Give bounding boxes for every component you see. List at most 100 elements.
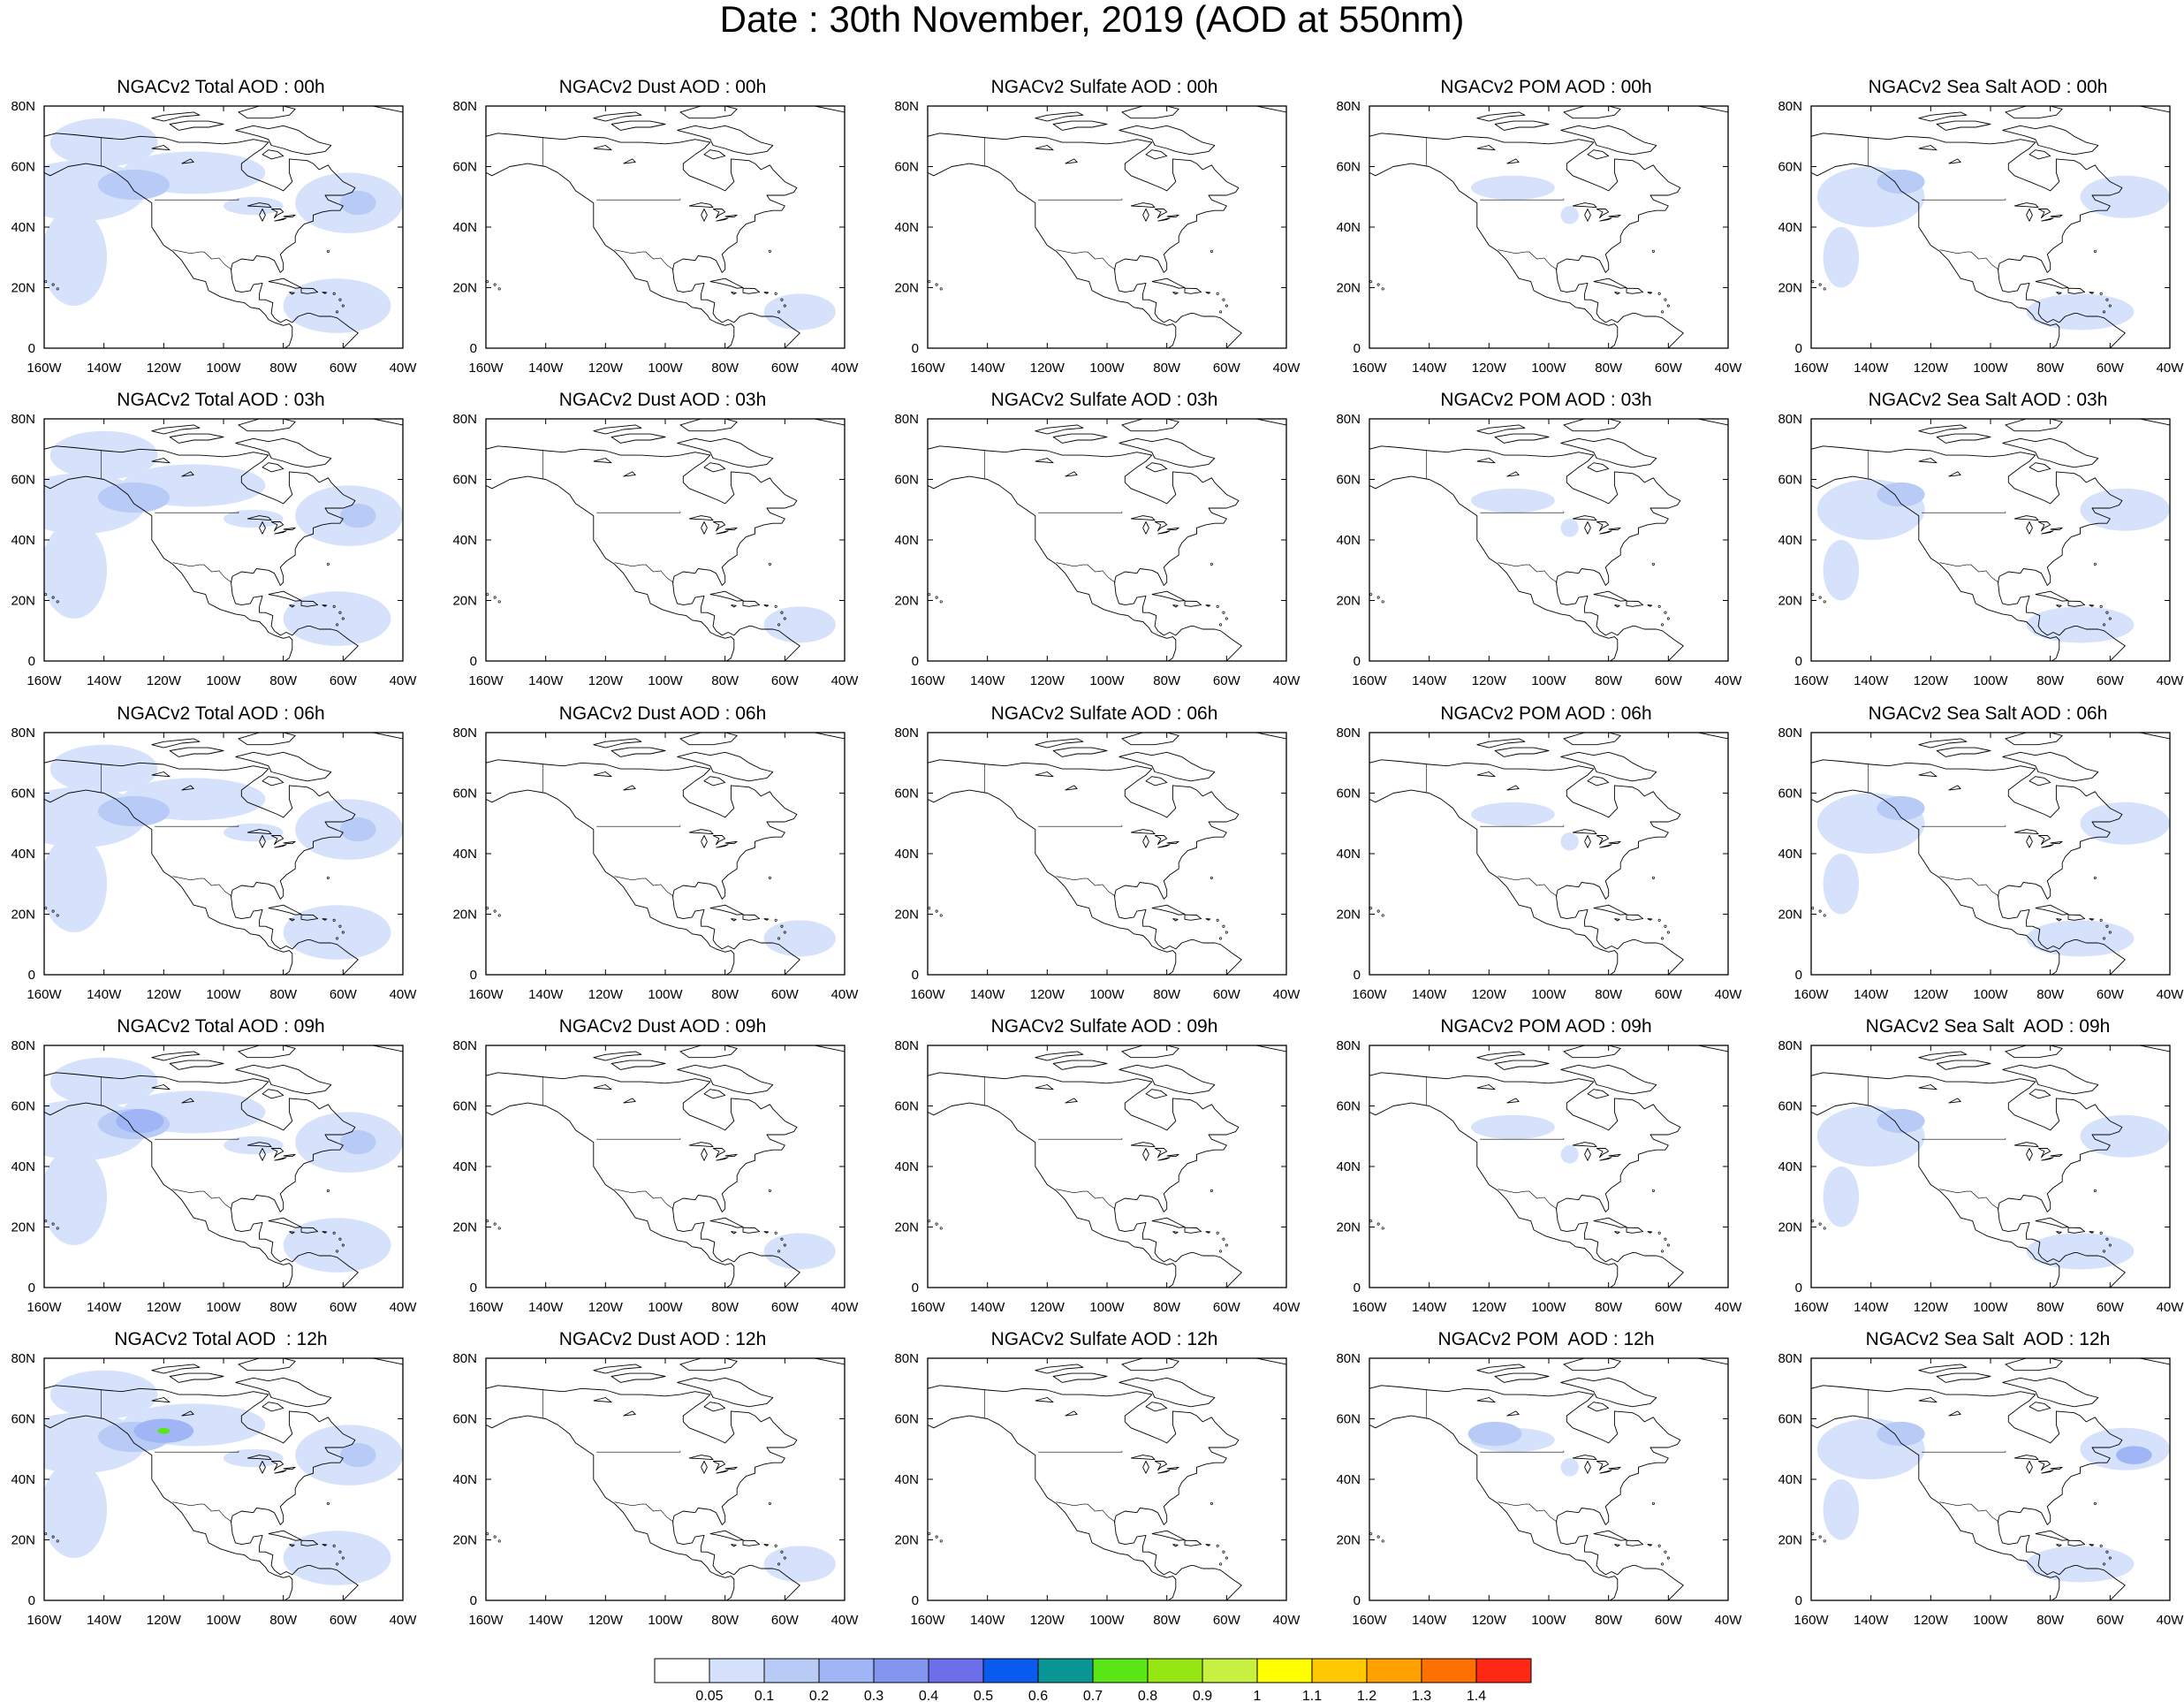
coastline bbox=[289, 604, 295, 608]
map-plot: 160W 140W 120W 100W 80W 60W 40W 0 20N 40N 60N 80N bbox=[452, 99, 859, 376]
island bbox=[1661, 623, 1665, 627]
coastline bbox=[2035, 277, 2069, 289]
aod-plume bbox=[763, 1546, 836, 1583]
island bbox=[341, 1556, 345, 1560]
coastline bbox=[623, 785, 636, 791]
coastline bbox=[1184, 1539, 1202, 1546]
lat-tick-label: 0 bbox=[28, 1280, 35, 1295]
coastline bbox=[1584, 835, 1591, 848]
island bbox=[341, 304, 345, 308]
island bbox=[336, 937, 339, 940]
coastline bbox=[235, 125, 332, 156]
coastline bbox=[1563, 106, 1621, 119]
aod-plume bbox=[2026, 920, 2135, 957]
lat-tick-label: 60N bbox=[11, 160, 35, 175]
aod-plume bbox=[1560, 1458, 1579, 1477]
coastline bbox=[724, 214, 738, 218]
coastline bbox=[593, 1084, 612, 1090]
coastline bbox=[2089, 604, 2095, 607]
map-panel-sulfate-09h: NGACv2 Sulfate AOD : 09h 160W 140W 120W 100W… bbox=[883, 1017, 1325, 1346]
panel-title: NGACv2 POM AOD : 09h bbox=[1440, 1016, 1652, 1037]
coastline bbox=[1572, 1455, 1597, 1461]
island bbox=[935, 909, 938, 913]
lon-tick-label: 40W bbox=[390, 1300, 418, 1315]
coastline bbox=[1154, 521, 1168, 532]
coastline bbox=[703, 1402, 726, 1412]
lon-tick-label: 140W bbox=[970, 673, 1005, 688]
country-border bbox=[1922, 198, 2006, 201]
lon-tick-label: 40W bbox=[1715, 987, 1743, 1002]
coastline bbox=[268, 904, 302, 916]
lon-tick-label: 40W bbox=[390, 1613, 418, 1628]
coastline bbox=[169, 1060, 224, 1070]
coastline bbox=[1145, 1402, 1168, 1412]
coastline bbox=[1035, 458, 1054, 464]
coastline bbox=[44, 1415, 293, 1600]
lon-tick-label: 100W bbox=[206, 361, 241, 376]
map-plot: 160W 140W 120W 100W 80W 60W 40W 0 20N 40N 60N 80N bbox=[1336, 412, 1742, 688]
lon-tick-label: 140W bbox=[87, 987, 122, 1002]
coastline bbox=[322, 604, 328, 607]
colorbar-swatch bbox=[1311, 1658, 1368, 1683]
lat-tick-label: 80N bbox=[452, 726, 477, 741]
coastline bbox=[1476, 1364, 1526, 1374]
lon-tick-label: 40W bbox=[1273, 361, 1301, 376]
coastline bbox=[322, 1231, 328, 1234]
coastline bbox=[289, 1231, 295, 1235]
coastline bbox=[1560, 1064, 1657, 1095]
island bbox=[939, 914, 943, 917]
lat-tick-label: 80N bbox=[1778, 1351, 1802, 1366]
lat-tick-label: 40N bbox=[894, 1159, 919, 1174]
coastline bbox=[2137, 1045, 2170, 1052]
country-border bbox=[1922, 1137, 2006, 1140]
coastline bbox=[270, 1461, 284, 1471]
lat-tick-label: 60N bbox=[894, 1099, 919, 1114]
coastline bbox=[322, 1544, 328, 1546]
coastline bbox=[724, 840, 738, 845]
island bbox=[1381, 600, 1384, 604]
coastline bbox=[259, 521, 266, 535]
coastline bbox=[274, 1157, 287, 1161]
coastline bbox=[1065, 785, 1078, 791]
island bbox=[13, 1114, 15, 1116]
lon-tick-label: 40W bbox=[2157, 1613, 2184, 1628]
coastline bbox=[2067, 1539, 2086, 1546]
island bbox=[1666, 1243, 1670, 1247]
coastline bbox=[486, 475, 735, 661]
island bbox=[338, 298, 342, 301]
panel-title: NGACv2 Dust AOD : 12h bbox=[558, 1329, 767, 1349]
island bbox=[780, 298, 784, 301]
lat-tick-label: 80N bbox=[452, 99, 477, 114]
lat-tick-label: 80N bbox=[11, 726, 35, 741]
island bbox=[1780, 802, 1782, 803]
coastline bbox=[812, 733, 845, 740]
island bbox=[1216, 1544, 1219, 1547]
coastline bbox=[1065, 1098, 1078, 1104]
lon-tick-label: 60W bbox=[330, 1300, 358, 1315]
coastline bbox=[742, 600, 761, 607]
lon-tick-label: 160W bbox=[1793, 1613, 1829, 1628]
coastline bbox=[709, 1217, 744, 1228]
coastline bbox=[1151, 590, 1186, 602]
lat-tick-label: 60N bbox=[11, 1099, 35, 1114]
coastline bbox=[259, 209, 266, 222]
coastline bbox=[688, 202, 714, 209]
aod-plume bbox=[2080, 802, 2170, 845]
lon-tick-label: 140W bbox=[1854, 673, 1889, 688]
coastline bbox=[2050, 527, 2063, 531]
aod-plume bbox=[1877, 1421, 1925, 1447]
island bbox=[935, 1535, 938, 1539]
coastline bbox=[812, 106, 845, 113]
island bbox=[935, 1222, 938, 1226]
coastline bbox=[262, 462, 284, 473]
island bbox=[1666, 1556, 1670, 1560]
coastline bbox=[928, 1102, 1177, 1288]
aod-plume bbox=[2116, 1446, 2152, 1464]
aod-plume bbox=[1560, 1145, 1579, 1164]
lon-tick-label: 160W bbox=[1352, 1613, 1387, 1628]
lon-tick-label: 60W bbox=[1655, 1300, 1683, 1315]
coastline bbox=[2005, 733, 2063, 746]
coastline bbox=[1130, 515, 1156, 521]
lat-tick-label: 80N bbox=[1336, 726, 1361, 741]
lon-tick-label: 160W bbox=[27, 1613, 62, 1628]
